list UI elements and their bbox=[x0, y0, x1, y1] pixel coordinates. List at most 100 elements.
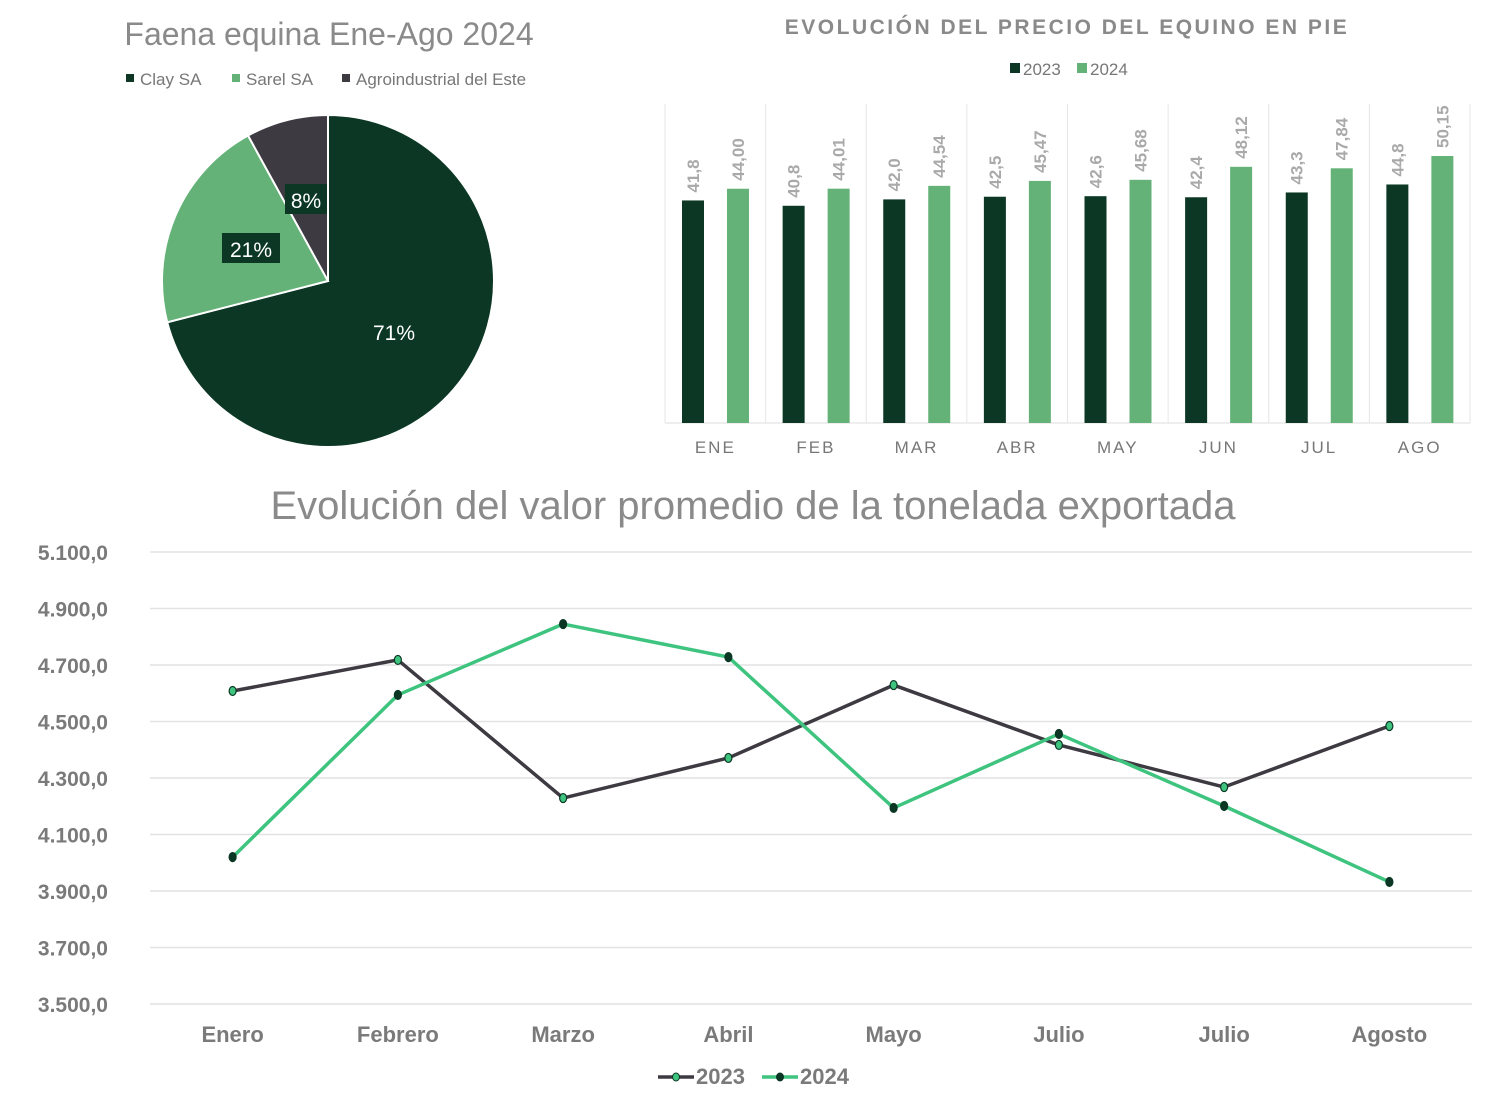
line-point-2023 bbox=[1054, 739, 1063, 751]
pie-legend-label: Sarel SA bbox=[246, 70, 314, 89]
x-tick-label: Febrero bbox=[357, 1022, 439, 1047]
y-tick-label: 4.100,0 bbox=[38, 825, 108, 848]
bar-legend-label: 2023 bbox=[1023, 60, 1061, 79]
x-tick-label: Julio bbox=[1198, 1022, 1249, 1047]
line-point-2024 bbox=[724, 651, 733, 663]
line-point-2023 bbox=[393, 654, 402, 666]
bar-category-label: AGO bbox=[1398, 438, 1442, 457]
bar-category-label: ENE bbox=[695, 438, 736, 457]
x-tick-label: Mayo bbox=[866, 1022, 922, 1047]
bar-2023-ENE bbox=[682, 200, 704, 423]
y-tick-label: 4.700,0 bbox=[38, 655, 108, 678]
bar-title: EVOLUCIÓN DEL PRECIO DEL EQUINO EN PIE bbox=[785, 15, 1349, 39]
y-tick-label: 5.100,0 bbox=[38, 542, 108, 565]
y-tick-label: 4.500,0 bbox=[38, 712, 108, 735]
bar-category-label: MAR bbox=[895, 438, 939, 457]
bar-legend-label: 2024 bbox=[1090, 60, 1128, 79]
bar-category-label: ABR bbox=[997, 438, 1038, 457]
pie-legend-label: Agroindustrial del Este bbox=[356, 70, 526, 89]
x-tick-label: Enero bbox=[201, 1022, 263, 1047]
line-point-2023 bbox=[724, 752, 733, 764]
line-point-2024 bbox=[1385, 876, 1394, 888]
x-tick-label: Abril bbox=[703, 1022, 753, 1047]
line-legend-label: 2024 bbox=[800, 1064, 850, 1089]
bar-2024-AGO bbox=[1431, 156, 1454, 423]
bar-2023-JUN bbox=[1185, 197, 1208, 423]
bar-2023-MAR bbox=[883, 199, 906, 423]
bar-2024-JUN bbox=[1230, 166, 1253, 423]
line-legend-marker bbox=[776, 1072, 784, 1082]
line-series-2024 bbox=[231, 622, 1391, 884]
pie-data-label: 8% bbox=[291, 190, 321, 213]
bar-2023-ABR bbox=[983, 196, 1006, 423]
bar-data-label: 40,8 bbox=[785, 165, 804, 198]
bar-data-label: 45,47 bbox=[1031, 130, 1050, 173]
bar-data-label: 44,00 bbox=[729, 138, 748, 181]
bar-legend-swatch bbox=[1077, 63, 1087, 73]
bar-category-label: FEB bbox=[796, 438, 835, 457]
y-tick-label: 3.700,0 bbox=[38, 938, 108, 961]
bar-2023-FEB bbox=[782, 205, 805, 423]
bar-data-label: 47,84 bbox=[1333, 117, 1352, 160]
y-tick-label: 4.900,0 bbox=[38, 599, 108, 622]
line-point-2024 bbox=[1054, 728, 1063, 740]
bar-2024-JUL bbox=[1330, 168, 1353, 423]
line-point-2024 bbox=[559, 618, 568, 630]
pie-title: Faena equina Ene-Ago 2024 bbox=[124, 16, 533, 52]
bar-data-label: 43,3 bbox=[1288, 151, 1307, 184]
bar-2023-MAY bbox=[1084, 196, 1107, 423]
pie-slice bbox=[165, 113, 495, 448]
line-point-2023 bbox=[559, 792, 568, 804]
pie-data-label: 21% bbox=[230, 239, 272, 262]
pie-legend-swatch bbox=[232, 74, 240, 82]
bar-data-label: 42,4 bbox=[1187, 156, 1206, 190]
line-point-2024 bbox=[393, 689, 402, 701]
pie-label-box bbox=[222, 233, 280, 263]
bar-data-label: 42,0 bbox=[885, 158, 904, 191]
line-point-2024 bbox=[228, 851, 237, 863]
bar-2023-AGO bbox=[1386, 184, 1409, 423]
pie-data-label: 71% bbox=[373, 322, 415, 345]
bar-2023-JUL bbox=[1285, 192, 1308, 423]
y-tick-label: 3.900,0 bbox=[38, 881, 108, 904]
line-legend-label: 2023 bbox=[696, 1064, 745, 1089]
bar-data-label: 42,6 bbox=[1087, 155, 1106, 188]
pie-legend-label: Clay SA bbox=[140, 70, 202, 89]
pie-legend-swatch bbox=[126, 74, 134, 82]
pie-slice bbox=[161, 134, 330, 324]
bar-category-label: MAY bbox=[1097, 438, 1139, 457]
y-tick-label: 3.500,0 bbox=[38, 994, 108, 1017]
bar-legend-swatch bbox=[1010, 63, 1020, 73]
bar-2024-ABR bbox=[1028, 180, 1051, 423]
bar-category-label: JUL bbox=[1301, 438, 1337, 457]
bar-category-label: JUN bbox=[1199, 438, 1238, 457]
bar-data-label: 42,5 bbox=[986, 156, 1005, 189]
x-tick-label: Marzo bbox=[531, 1022, 595, 1047]
bar-data-label: 41,8 bbox=[684, 159, 703, 192]
x-tick-label: Agosto bbox=[1351, 1022, 1427, 1047]
line-point-2023 bbox=[1385, 720, 1394, 732]
pie-legend-swatch bbox=[342, 74, 350, 82]
line-point-2023 bbox=[1220, 781, 1229, 793]
bar-data-label: 44,01 bbox=[830, 138, 849, 181]
line-point-2023 bbox=[889, 679, 898, 691]
bar-data-label: 44,54 bbox=[930, 135, 949, 178]
bar-data-label: 50,15 bbox=[1433, 105, 1452, 148]
bar-data-label: 48,12 bbox=[1232, 116, 1251, 159]
pie-label-box bbox=[285, 184, 327, 214]
y-tick-label: 4.300,0 bbox=[38, 768, 108, 791]
bar-2024-ENE bbox=[727, 188, 749, 423]
bar-data-label: 45,68 bbox=[1132, 129, 1151, 172]
bar-2024-MAY bbox=[1129, 179, 1152, 423]
line-point-2024 bbox=[1220, 800, 1229, 812]
line-legend-marker bbox=[672, 1072, 680, 1082]
bar-2024-FEB bbox=[827, 188, 850, 423]
x-tick-label: Julio bbox=[1033, 1022, 1084, 1047]
line-point-2023 bbox=[228, 685, 237, 697]
line-point-2024 bbox=[889, 802, 898, 814]
bar-data-label: 44,8 bbox=[1388, 143, 1407, 176]
line-title: Evolución del valor promedio de la tonel… bbox=[270, 484, 1236, 528]
bar-2024-MAR bbox=[928, 185, 951, 423]
